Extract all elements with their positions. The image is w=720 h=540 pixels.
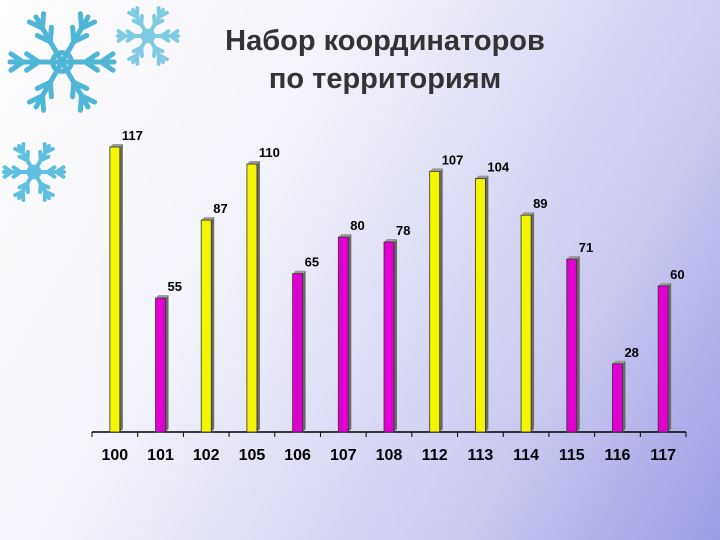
bar <box>246 161 260 433</box>
bar <box>292 270 306 433</box>
category-label: 102 <box>193 447 220 464</box>
category-labels: 100 101 102 105 106 107 108 112 113 114 115 116 117 <box>101 447 676 464</box>
category-label: 115 <box>559 447 585 464</box>
value-label: 80 <box>350 218 364 233</box>
value-labels: 117 55 87 110 65 80 78 107 104 89 71 28 60 <box>122 128 685 360</box>
category-label: 112 <box>422 447 448 464</box>
snowflake-icon <box>2 142 66 202</box>
value-label: 89 <box>533 196 547 211</box>
category-label: 107 <box>330 447 357 464</box>
bar <box>109 144 123 433</box>
value-label: 117 <box>122 128 143 143</box>
category-label: 100 <box>101 447 128 464</box>
bar <box>566 256 580 433</box>
category-label: 106 <box>284 447 311 464</box>
category-label: 108 <box>376 447 403 464</box>
bar <box>520 212 535 433</box>
x-axis-ticks <box>91 432 687 437</box>
value-label: 28 <box>624 345 638 360</box>
snowflake-icon <box>116 6 180 66</box>
bar <box>429 168 443 433</box>
value-label: 87 <box>213 201 227 216</box>
snowflake-icon <box>7 11 117 113</box>
bar <box>155 295 169 433</box>
category-label: 113 <box>467 447 493 464</box>
snowflake-decoration <box>2 6 180 202</box>
value-label: 65 <box>305 255 319 270</box>
bars <box>109 144 672 433</box>
category-label: 116 <box>605 447 631 464</box>
bar <box>612 360 626 433</box>
value-label: 107 <box>442 152 464 167</box>
bar <box>383 239 397 433</box>
bar <box>474 175 489 433</box>
value-label: 78 <box>396 223 410 238</box>
category-label: 105 <box>239 447 266 464</box>
bar <box>337 234 352 433</box>
title-line-1: Набор координаторов <box>225 25 545 57</box>
chart-title: Набор координаторов по территориям <box>185 22 585 98</box>
bar <box>200 217 215 433</box>
category-label: 114 <box>513 447 539 464</box>
value-label: 71 <box>579 240 593 255</box>
bar <box>657 282 672 433</box>
value-label: 60 <box>670 267 684 282</box>
value-label: 104 <box>487 160 509 175</box>
title-line-2: по территориям <box>268 63 502 95</box>
category-label: 101 <box>147 447 174 464</box>
category-label: 117 <box>650 447 676 464</box>
value-label: 55 <box>168 279 182 294</box>
value-label: 110 <box>259 145 280 160</box>
